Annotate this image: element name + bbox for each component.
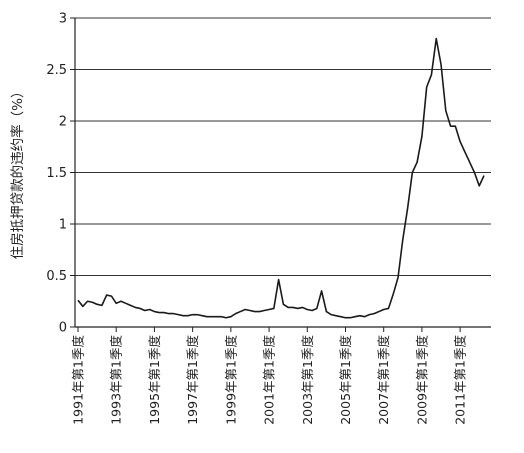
x-tick-labels: 1991年第1季度 1993年第1季度 1995年第1季度 1997年第1季度 1999… — [71, 327, 468, 425]
y-tick-label: 0 — [59, 321, 67, 336]
x-tick-label: 2011年第1季度 — [453, 335, 468, 425]
y-tick-label: 2.5 — [46, 63, 67, 78]
y-tick-labels: 0 0.5 1 1.5 2 2.5 3 — [46, 12, 75, 336]
x-tick-label: 2005年第1季度 — [338, 335, 353, 425]
y-tick-label: 0.5 — [46, 269, 67, 284]
y-tick-label: 2 — [59, 115, 67, 130]
y-tick-label: 3 — [59, 12, 67, 27]
x-tick-label: 1993年第1季度 — [109, 335, 124, 425]
x-tick-label: 1997年第1季度 — [185, 335, 200, 425]
x-tick-label: 1991年第1季度 — [71, 335, 86, 425]
y-axis-label: 住房抵押贷款的违约率（%） — [9, 85, 26, 260]
x-tick-label: 1995年第1季度 — [147, 335, 162, 425]
x-tick-label: 2001年第1季度 — [262, 335, 277, 425]
x-tick-label: 2009年第1季度 — [414, 335, 429, 425]
y-tick-label: 1 — [59, 218, 67, 233]
x-tick-label: 2003年第1季度 — [300, 335, 315, 425]
x-tick-label: 2007年第1季度 — [376, 335, 391, 425]
y-tick-label: 1.5 — [46, 166, 67, 181]
series — [77, 37, 485, 319]
grid-lines — [75, 17, 491, 276]
x-tick-label: 1999年第1季度 — [223, 335, 238, 425]
series-line-default-rate — [77, 37, 485, 319]
